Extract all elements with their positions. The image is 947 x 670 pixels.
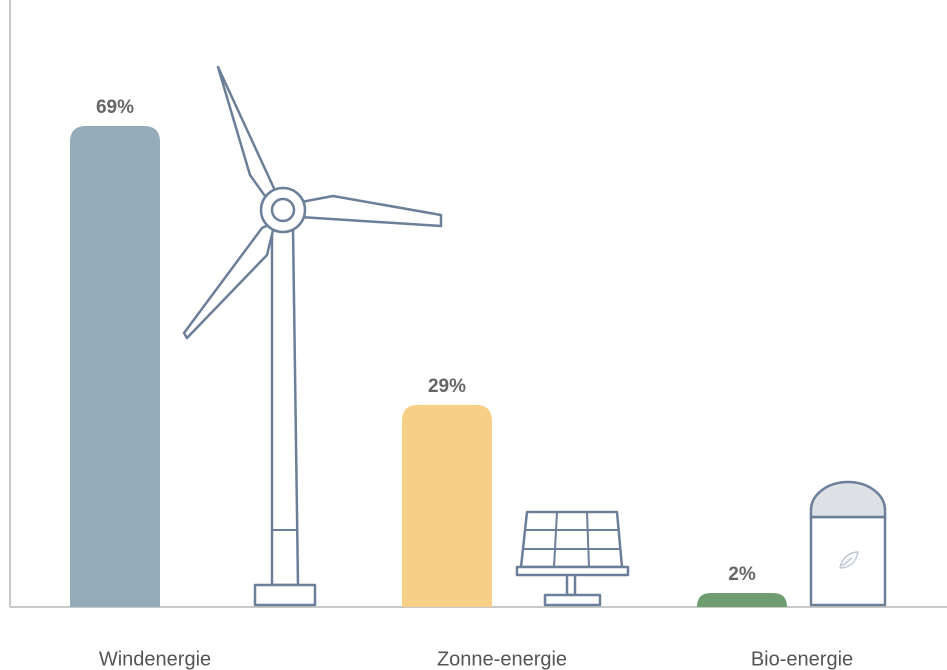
value-label: 69% [96, 97, 134, 118]
solar-panel [515, 510, 630, 607]
x-tick-label: Zonne-energie [437, 648, 567, 670]
x-tick-label: Windenergie [99, 648, 211, 670]
value-label: 2% [728, 564, 756, 585]
bar [402, 404, 492, 607]
value-label: 29% [428, 376, 466, 397]
wind-turbine [182, 65, 443, 607]
bar [70, 126, 160, 607]
x-tick-label: Bio-energie [751, 648, 853, 670]
bar [697, 593, 787, 607]
bio-silo [809, 480, 887, 607]
